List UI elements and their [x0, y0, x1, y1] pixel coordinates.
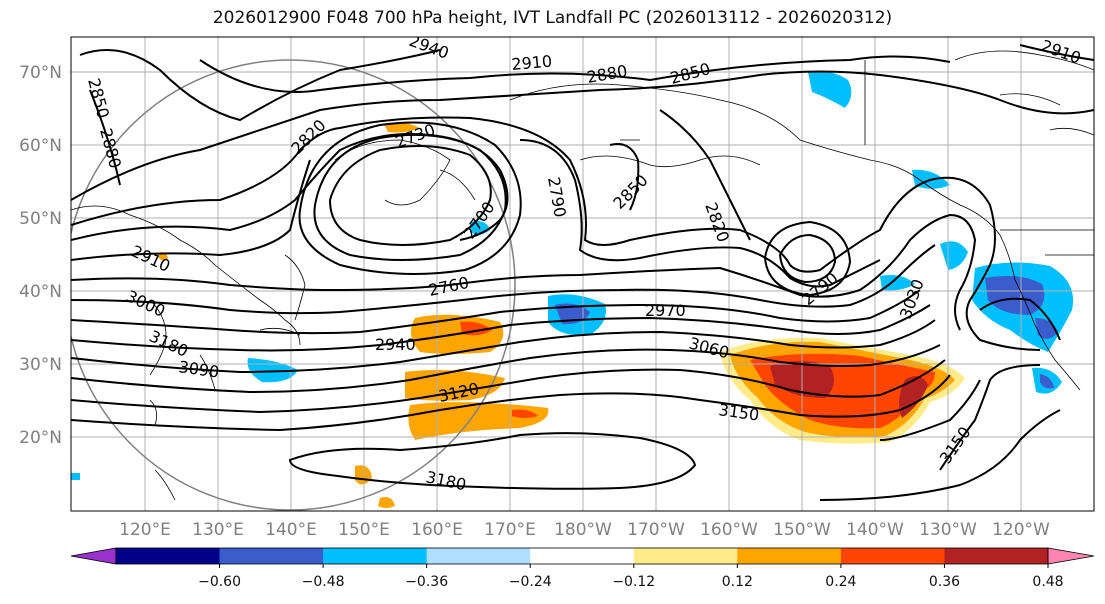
lon-label: 140°E: [265, 520, 317, 540]
lon-label: 120°E: [119, 520, 171, 540]
ivt-negative-shading: [71, 71, 1074, 480]
colorbar-tick-label: 0.48: [1032, 574, 1063, 590]
colorbar-segment: [426, 548, 531, 564]
colorbar-segment: [633, 548, 738, 564]
lat-label: 40°N: [19, 282, 62, 302]
lon-label: 120°W: [992, 520, 1050, 540]
colorbar-segment: [116, 548, 221, 564]
contour-label: 2940: [375, 335, 416, 354]
map-border: [70, 36, 1095, 512]
lon-label: 140°W: [846, 520, 904, 540]
colorbar-segment: [737, 548, 842, 564]
lon-label: 160°E: [411, 520, 463, 540]
lon-label: 130°W: [919, 520, 977, 540]
contour-label: 2970: [645, 301, 686, 320]
colorbar-segment: [219, 548, 324, 564]
lat-label: 20°N: [19, 428, 62, 448]
lat-label: 70°N: [19, 63, 62, 83]
colorbar-tick-label: −0.36: [405, 574, 448, 590]
longitude-labels: 120°E 130°E 140°E 150°E 160°E 170°E 180°…: [119, 520, 1050, 540]
figure-title: 2026012900 F048 700 hPa height, IVT Land…: [212, 8, 893, 28]
lat-label: 30°N: [19, 355, 62, 375]
colorbar-segment: [944, 548, 1049, 564]
colorbar-extend-high: [1047, 547, 1095, 565]
colorbar-tick-label: 0.24: [825, 574, 856, 590]
colorbar-tick-label: −0.60: [198, 574, 241, 590]
colorbar-outline: [115, 547, 1049, 565]
lat-label: 60°N: [19, 136, 62, 156]
latitude-labels: 70°N 60°N 50°N 40°N 30°N 20°N: [19, 63, 62, 448]
colorbar-tick-label: −0.12: [612, 574, 655, 590]
colorbar-tick-label: 0.36: [929, 574, 960, 590]
colorbar-segment: [323, 548, 428, 564]
height-contours: [71, 44, 1094, 501]
colorbar-tick-label: −0.48: [302, 574, 345, 590]
colorbar-tick-label: −0.24: [509, 574, 552, 590]
lon-label: 150°E: [338, 520, 390, 540]
colorbar: −0.60 −0.48 −0.36 −0.24 −0.12 0.12 0.24 0.36 0.4…: [70, 547, 1095, 590]
lon-label: 130°E: [192, 520, 244, 540]
lon-label: 160°W: [700, 520, 758, 540]
colorbar-tick-label: 0.12: [722, 574, 753, 590]
lon-label: 170°W: [627, 520, 685, 540]
graticule: [71, 37, 1094, 511]
colorbar-segment: [530, 548, 635, 564]
lon-label: 150°W: [773, 520, 831, 540]
colorbar-extend-low: [70, 547, 117, 565]
lon-label: 170°E: [484, 520, 536, 540]
lat-label: 50°N: [19, 209, 62, 229]
lon-label: 180°W: [554, 520, 612, 540]
radius-circle: [71, 59, 516, 511]
contour-label: 2910: [511, 52, 553, 74]
colorbar-segment: [840, 548, 945, 564]
